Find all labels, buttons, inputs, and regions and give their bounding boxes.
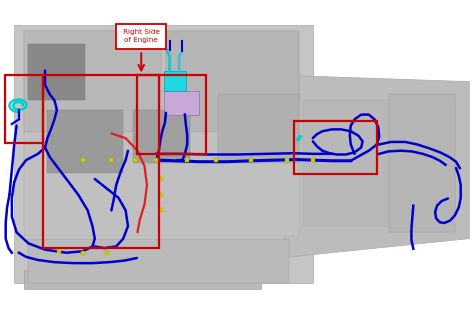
Bar [166,31,299,141]
Bar [137,75,206,154]
Polygon shape [284,75,469,257]
Bar [47,110,123,173]
Bar [43,75,159,248]
Polygon shape [14,25,313,283]
Bar [28,239,289,283]
Text: Right Side
of Engine: Right Side of Engine [123,30,160,43]
Bar [389,94,455,232]
Bar [5,75,43,143]
Bar [24,132,299,236]
Bar [117,24,166,49]
Bar [294,121,377,174]
Bar [218,94,299,163]
Polygon shape [24,270,261,289]
Bar [28,44,85,100]
Bar [303,100,455,226]
Bar [133,110,190,163]
Bar [164,71,186,91]
Bar [164,91,199,115]
Bar [24,31,161,132]
Bar [24,31,299,126]
